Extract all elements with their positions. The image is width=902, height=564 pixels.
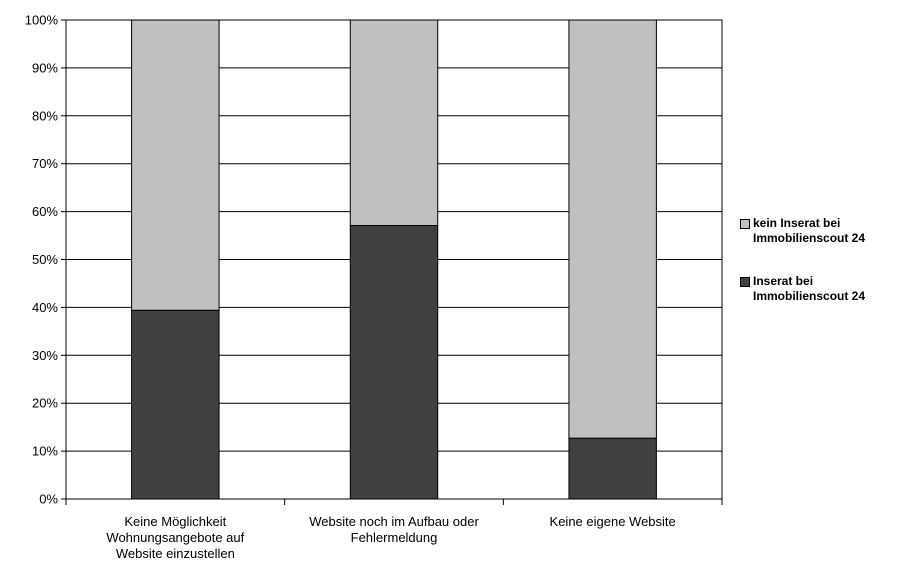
y-tick-label: 50%: [32, 252, 58, 267]
y-tick-label: 80%: [32, 108, 58, 123]
y-tick-label: 90%: [32, 60, 58, 75]
x-category-label: Website noch im Aufbau oder Fehlermeldung: [309, 514, 479, 545]
x-axis-ticks: Keine Möglichkeit Wohnungsangebote auf Web…: [65, 499, 723, 561]
x-category-label: Keine eigene Website: [550, 514, 676, 529]
bar-segment-kein-inserat: [568, 19, 657, 439]
bar-segment-inserat: [568, 437, 657, 500]
stacked-bar-chart: 0% 10% 20% 30% 40% 50% 60% 70% 80% 90% 100% Keine …: [25, 13, 723, 561]
y-tick-label: 20%: [32, 396, 58, 411]
legend: kein Inserat bei Immobilienscout 24 Inser…: [740, 216, 900, 332]
legend-item: Inserat bei Immobilienscout 24: [740, 274, 900, 304]
x-category-label: Keine Möglichkeit Wohnungsangebote auf Web…: [106, 514, 244, 561]
y-tick-label: 30%: [32, 348, 58, 363]
y-axis-ticks: 0% 10% 20% 30% 40% 50% 60% 70% 80% 90% 100%: [25, 13, 66, 507]
y-tick-label: 70%: [32, 156, 58, 171]
bar-segment-inserat: [349, 224, 439, 500]
y-tick-label: 40%: [32, 300, 58, 315]
y-tick-label: 100%: [25, 13, 59, 28]
y-tick-label: 60%: [32, 204, 58, 219]
legend-swatch: [740, 219, 750, 229]
bar-segment-kein-inserat: [131, 19, 220, 311]
legend-label: kein Inserat bei Immobilienscout 24: [753, 216, 866, 245]
bars: [131, 19, 657, 500]
bar-segment-kein-inserat: [349, 19, 439, 226]
bar-segment-inserat: [131, 309, 220, 500]
y-tick-label: 10%: [32, 444, 58, 459]
legend-item: kein Inserat bei Immobilienscout 24: [740, 216, 900, 246]
legend-label: Inserat bei Immobilienscout 24: [753, 274, 866, 303]
y-tick-label: 0%: [39, 492, 58, 507]
legend-swatch: [740, 277, 750, 287]
